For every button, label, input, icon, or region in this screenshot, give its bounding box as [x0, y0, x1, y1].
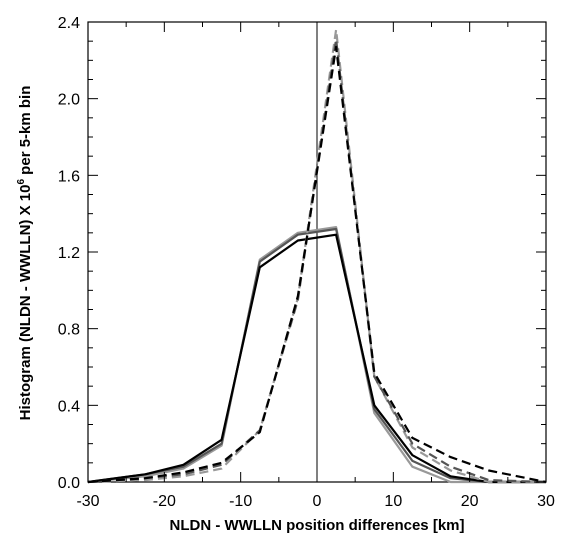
y-tick-label: 0.4 — [58, 398, 80, 415]
tick-labels-layer: -30 -20 -10 0 10 20 30 0.0 0.4 0.8 1.2 1.6 2.0 2.4 — [58, 15, 555, 510]
y-axis-title-main: Histogram (NLDN - WWLLN) X 10 — [17, 185, 34, 421]
x-tick-label: 30 — [537, 493, 555, 510]
y-axis-title-tail: per 5-km bin — [17, 86, 34, 179]
solid-series-line-2 — [87, 227, 546, 484]
y-axis-title: Histogram (NLDN - WWLLN) X 106 per 5-km … — [16, 86, 34, 421]
x-tick-label: 0 — [313, 493, 322, 510]
solid-series-line-1 — [87, 226, 546, 484]
dashed-series-line-6 — [87, 45, 547, 484]
x-tick-label: 20 — [461, 493, 479, 510]
x-tick-label: -10 — [229, 493, 252, 510]
x-axis-title: NLDN - WWLLN position differences [km] — [170, 517, 465, 534]
x-tick-label: -20 — [153, 493, 176, 510]
y-tick-label: 0.8 — [58, 322, 80, 339]
x-tick-label: -30 — [76, 493, 99, 510]
dashed-series-line-4 — [87, 28, 546, 484]
y-axis-title-exponent: 6 — [16, 179, 27, 185]
y-tick-label: 0.0 — [58, 475, 80, 492]
y-tick-label: 2.0 — [58, 92, 80, 109]
x-tick-label: 10 — [384, 493, 402, 510]
y-tick-label: 1.6 — [58, 168, 80, 185]
ticks-layer — [87, 21, 547, 483]
y-tick-label: 2.4 — [58, 15, 80, 32]
y-tick-label: 1.2 — [58, 245, 80, 262]
series-layer — [87, 28, 547, 484]
solid-series-line-3 — [87, 233, 546, 484]
